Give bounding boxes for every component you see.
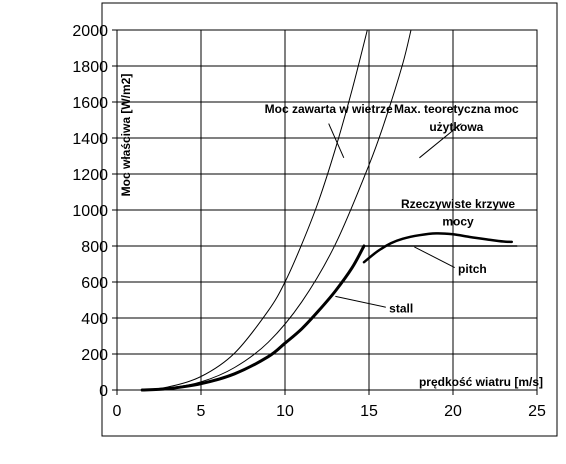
y-tick-label: 0 xyxy=(99,383,108,400)
y-tick-label: 400 xyxy=(81,311,108,328)
y-tick-label: 1800 xyxy=(72,59,108,76)
annotation-pointer xyxy=(414,246,455,269)
curves xyxy=(140,29,518,392)
y-axis-label: Moc właściwa [W/m2] xyxy=(119,74,133,197)
annotation-pointer xyxy=(328,123,345,159)
tick-labels: 0 200 400 600 800 1000 1200 1400 1600 1800 2000 0 5 1… xyxy=(72,23,546,420)
annotation-label: użytkowa xyxy=(429,120,483,134)
annotation-pointers xyxy=(328,123,462,308)
x-tick-label: 20 xyxy=(444,403,462,420)
y-tick-label: 1400 xyxy=(72,131,108,148)
y-tick-label: 200 xyxy=(81,347,108,364)
y-tick-label: 1200 xyxy=(72,167,108,184)
x-tick-label: 5 xyxy=(197,403,206,420)
y-tick-label: 1600 xyxy=(72,95,108,112)
x-tick-label: 25 xyxy=(528,403,546,420)
series-line xyxy=(362,232,514,264)
annotation-label: stall xyxy=(389,302,413,316)
y-tick-label: 2000 xyxy=(72,23,108,40)
annotations: Moc zawarta w wietrze Max. teoretyczna mo… xyxy=(265,102,519,316)
x-tick-label: 10 xyxy=(276,403,294,420)
annotation-pointer xyxy=(335,295,386,308)
series-line xyxy=(141,29,368,391)
x-axis-label: prędkość wiatru [m/s] xyxy=(419,375,543,389)
y-tick-label: 800 xyxy=(81,239,108,256)
annotation-label: Rzeczywiste krzywe xyxy=(401,197,515,211)
y-tick-label: 1000 xyxy=(72,203,108,220)
annotation-pointer xyxy=(419,123,462,159)
annotation-label: Moc zawarta w wietrze xyxy=(265,102,393,116)
x-tick-label: 15 xyxy=(360,403,378,420)
annotation-label: pitch xyxy=(458,262,487,276)
annotation-label: mocy xyxy=(442,214,474,228)
series-line xyxy=(140,244,366,392)
outer-frame xyxy=(101,2,558,437)
y-tick-label: 600 xyxy=(81,275,108,292)
x-tick-label: 0 xyxy=(113,403,122,420)
annotation-label: Max. teoretyczna moc xyxy=(394,102,519,116)
